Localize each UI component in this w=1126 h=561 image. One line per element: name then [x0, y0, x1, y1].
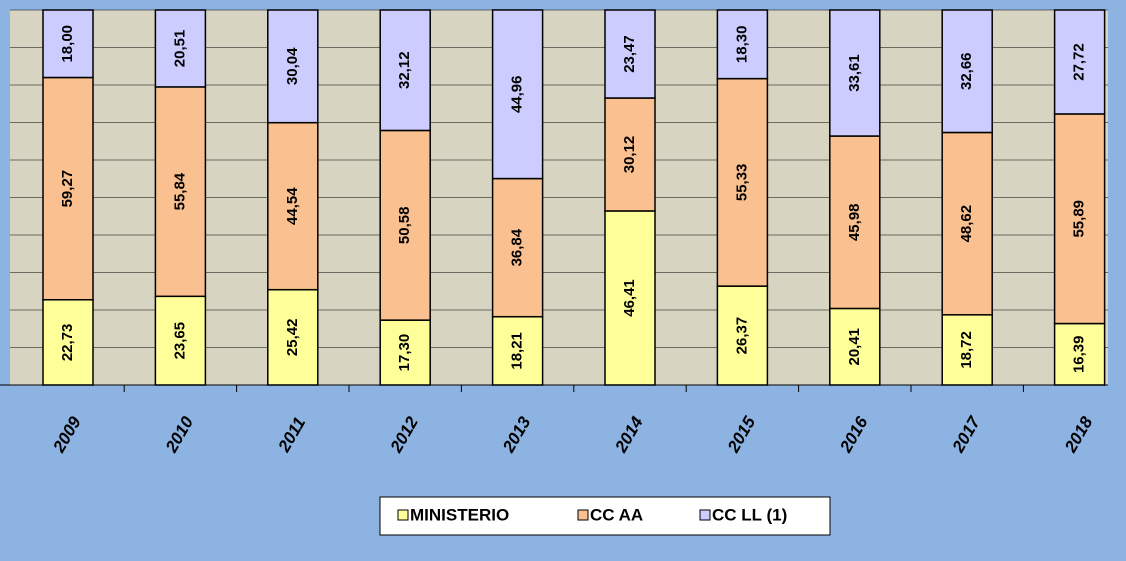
data-label: 46,41 [621, 279, 638, 317]
bar-segment [379, 319, 431, 386]
data-label: 30,12 [621, 136, 638, 174]
bar-segment [379, 129, 431, 321]
bar-segment [829, 135, 881, 310]
bar-segment [604, 9, 656, 99]
data-label: 20,51 [171, 30, 188, 68]
data-label: 17,30 [396, 334, 413, 372]
data-label: 25,42 [284, 319, 301, 357]
data-label: 18,72 [958, 331, 975, 369]
bar-segment [42, 76, 94, 301]
bar-segment [716, 9, 769, 80]
bar-segment [42, 9, 94, 79]
bar-segment [491, 9, 544, 180]
data-label: 16,39 [1071, 335, 1088, 373]
data-label: 27,72 [1071, 43, 1088, 81]
data-label: 22,73 [59, 324, 76, 362]
bar-segment [604, 210, 656, 386]
legend-swatch [577, 509, 589, 521]
data-label: 45,98 [846, 203, 863, 241]
data-label: 18,21 [509, 332, 526, 370]
legend-label: CC AA [590, 505, 643, 524]
data-label: 23,47 [621, 35, 638, 73]
bar-segment [154, 86, 207, 298]
data-label: 44,54 [284, 187, 301, 225]
bar-segment [941, 314, 993, 386]
data-label: 55,33 [733, 164, 750, 202]
bar-segment [491, 177, 544, 318]
data-label: 23,65 [171, 322, 188, 360]
bar-segment [1053, 9, 1106, 115]
bar-segment [154, 9, 207, 88]
data-label: 30,04 [284, 47, 301, 85]
bar-segment [267, 9, 319, 124]
legend-label: CC LL (1) [712, 505, 787, 524]
data-label: 55,89 [1071, 200, 1088, 238]
data-label: 18,00 [59, 25, 76, 63]
data-label: 55,84 [171, 172, 188, 210]
data-label: 36,84 [509, 228, 526, 266]
bar-segment [716, 285, 769, 386]
bar-segment [941, 131, 993, 316]
data-label: 18,30 [733, 26, 750, 64]
data-label: 32,66 [958, 52, 975, 90]
data-label: 32,12 [396, 51, 413, 89]
legend [379, 496, 831, 536]
legend-label: MINISTERIO [410, 505, 509, 524]
bar-segment [154, 295, 207, 386]
data-label: 50,58 [396, 207, 413, 245]
data-label: 59,27 [59, 170, 76, 208]
data-label: 44,96 [509, 75, 526, 113]
legend-swatch [699, 509, 711, 521]
bar-segment [267, 121, 319, 291]
bar-segment [379, 9, 431, 132]
bar-segment [829, 9, 881, 137]
data-label: 48,62 [958, 205, 975, 243]
bar-segment [716, 77, 769, 287]
data-label: 26,37 [733, 317, 750, 355]
data-label: 20,41 [846, 328, 863, 366]
data-label: 33,61 [846, 54, 863, 92]
legend-swatch [397, 509, 409, 521]
bar-segment [941, 9, 993, 134]
bar-segment [829, 307, 881, 386]
